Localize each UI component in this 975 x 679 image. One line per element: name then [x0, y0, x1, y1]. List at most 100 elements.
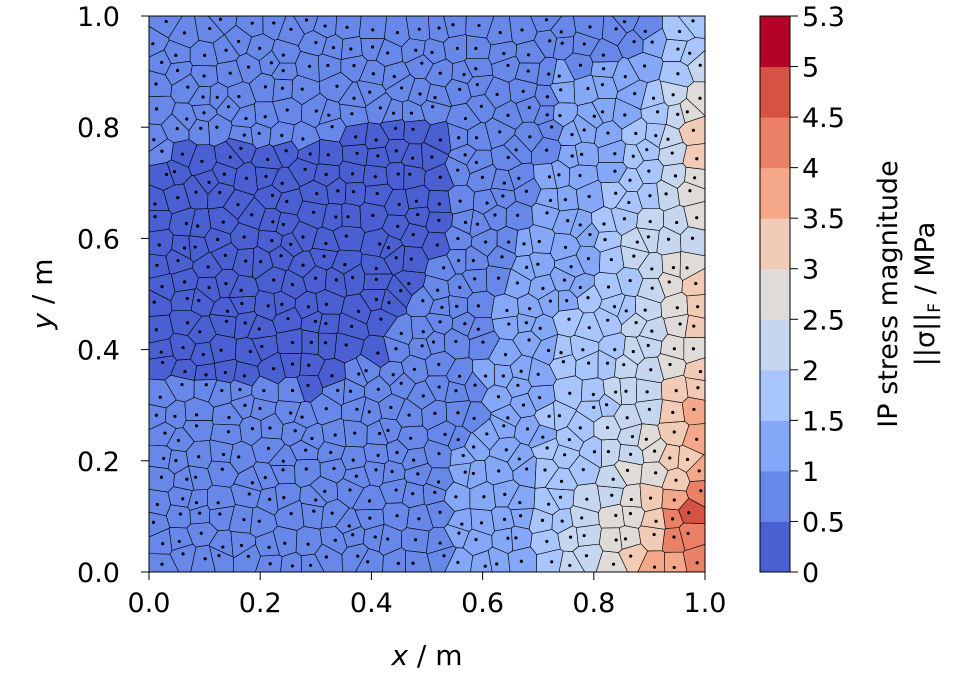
integration-point [152, 138, 156, 142]
integration-point [475, 222, 480, 226]
integration-point [264, 174, 268, 178]
integration-point [194, 475, 198, 479]
integration-point [592, 114, 596, 118]
integration-point [243, 321, 247, 325]
integration-point [545, 211, 549, 215]
integration-point [270, 238, 274, 243]
integration-point [301, 263, 305, 267]
integration-point [242, 235, 246, 239]
integration-point [606, 131, 610, 135]
colorbar-band [760, 66, 790, 118]
voronoi-cell [363, 443, 389, 465]
integration-point [239, 543, 244, 548]
integration-point [522, 242, 526, 246]
voronoi-cell [148, 488, 172, 517]
integration-point [283, 541, 287, 545]
integration-point [152, 300, 156, 304]
voronoi-cell [447, 184, 475, 215]
integration-point [584, 554, 589, 558]
integration-point [517, 176, 521, 180]
voronoi-cell [574, 141, 599, 167]
integration-point [455, 46, 459, 50]
integration-point [524, 189, 528, 193]
integration-point [506, 63, 510, 68]
integration-point [396, 172, 400, 176]
integration-point [650, 286, 654, 290]
integration-point [396, 224, 400, 228]
integration-point [632, 254, 636, 258]
integration-point [271, 367, 276, 371]
integration-point [348, 488, 352, 492]
integration-point [258, 46, 262, 50]
integration-point [472, 416, 476, 421]
integration-point [421, 330, 425, 334]
integration-point [242, 133, 246, 137]
integration-point [194, 190, 198, 194]
integration-point [304, 448, 308, 452]
integration-point [391, 111, 396, 115]
integration-point [674, 388, 678, 393]
integration-point [367, 499, 372, 503]
integration-point [480, 175, 485, 179]
integration-point [645, 148, 649, 152]
integration-point [306, 383, 310, 388]
integration-point [613, 169, 617, 173]
integration-point [558, 495, 563, 499]
integration-point [456, 411, 460, 415]
integration-point [454, 495, 458, 499]
integration-point [173, 170, 177, 174]
integration-point [290, 362, 295, 366]
colorbar-band [760, 470, 790, 522]
integration-point [647, 169, 651, 173]
integration-point [399, 331, 403, 335]
colorbar-band [760, 218, 790, 270]
integration-point [482, 495, 486, 499]
integration-point [514, 148, 518, 152]
integration-point [306, 305, 311, 309]
integration-point [503, 492, 507, 497]
plot-frame [148, 15, 706, 573]
colorbar-tick-label: 2 [802, 356, 819, 387]
integration-point [456, 168, 460, 172]
integration-point [568, 391, 572, 395]
integration-point [272, 278, 276, 282]
integration-point [685, 457, 690, 462]
integration-point [545, 95, 549, 99]
integration-point [537, 239, 541, 244]
integration-points [151, 17, 703, 570]
integration-point [257, 519, 261, 523]
voronoi-cell [580, 377, 605, 402]
integration-point [693, 176, 697, 180]
integration-point [239, 288, 243, 292]
integration-point [692, 324, 696, 328]
integration-point [376, 351, 380, 355]
integration-point [206, 265, 210, 269]
integration-point [154, 328, 158, 332]
y-tick-label: 0.8 [77, 113, 120, 144]
integration-point [355, 151, 359, 155]
integration-point [194, 413, 199, 417]
integration-point [374, 266, 378, 271]
integration-point [525, 467, 529, 471]
integration-point [242, 517, 246, 522]
integration-point [228, 155, 232, 159]
integration-point [355, 407, 359, 411]
integration-point [221, 545, 225, 549]
voronoi-cell [685, 377, 706, 401]
integration-point [373, 535, 377, 539]
integration-point [407, 282, 411, 286]
integration-point [435, 243, 439, 247]
integration-point [543, 468, 547, 472]
integration-point [505, 308, 509, 313]
integration-point [324, 321, 328, 326]
integration-point [536, 262, 540, 266]
colorbar: 0 0.5 1 1.5 2 2.5 3 3.5 4 4.5 5 5.3 [759, 2, 845, 589]
integration-point [181, 552, 185, 556]
integration-point [545, 148, 549, 152]
integration-point [586, 296, 590, 300]
integration-point [600, 83, 605, 87]
integration-point [185, 477, 189, 481]
integration-point [541, 435, 545, 439]
integration-point [437, 202, 441, 206]
integration-point [563, 197, 568, 202]
